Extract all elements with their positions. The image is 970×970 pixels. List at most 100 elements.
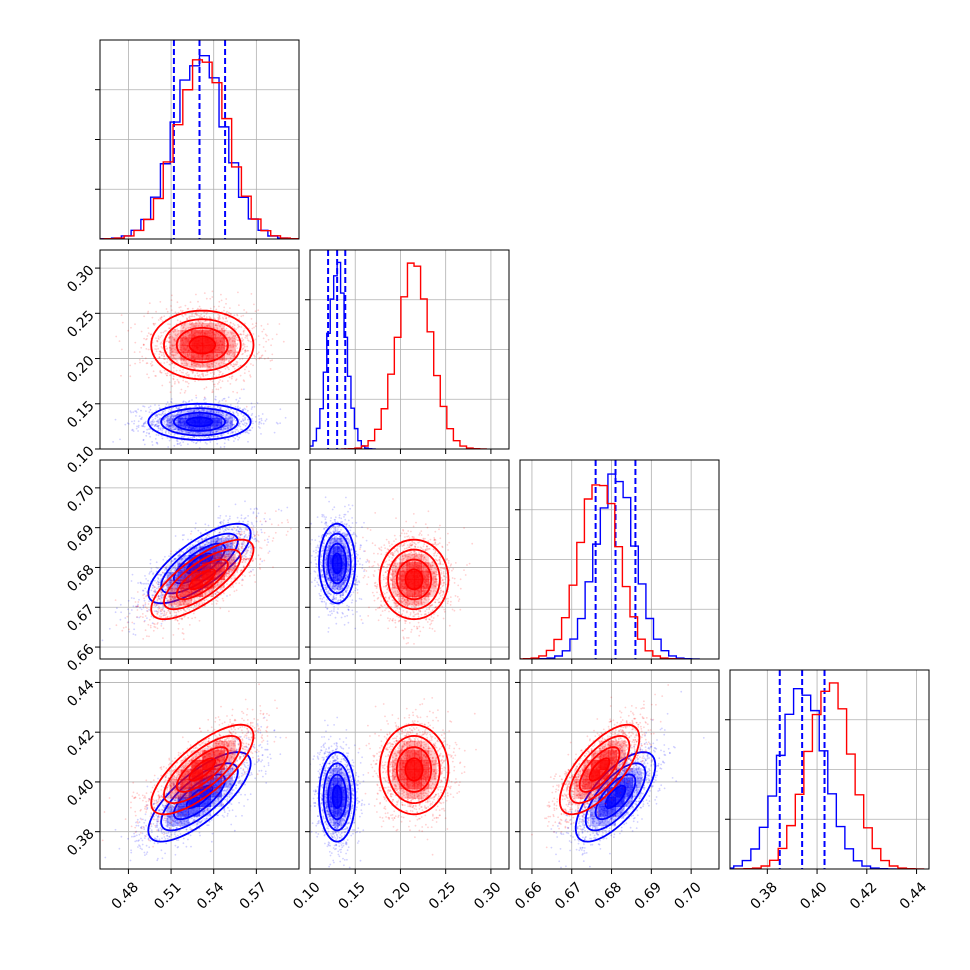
contour-series-1-level-1 xyxy=(175,558,229,601)
contour-series-0-level-2 xyxy=(322,762,352,832)
panel-frame xyxy=(309,459,510,660)
y-tick-label: 0.44 xyxy=(64,677,97,710)
contour-series-1-level-3 xyxy=(378,723,450,816)
x-tick-label: 0.20 xyxy=(381,879,414,912)
contour-series-1-level-0 xyxy=(188,757,216,782)
panel-1-0: 0.10 0.15 0.20 0.25 0.30 xyxy=(64,249,300,477)
y-tick-label: 0.66 xyxy=(64,641,97,674)
panel-content xyxy=(101,500,292,642)
contour-series-1-level-3 xyxy=(378,538,450,621)
y-tick-label: 0.30 xyxy=(64,262,97,295)
contour-series-1-level-2 xyxy=(568,734,631,805)
contour-series-1-level-2 xyxy=(387,734,441,805)
grid-lines xyxy=(520,460,719,659)
panel-content xyxy=(310,496,474,645)
contour-series-1-level-0 xyxy=(404,757,424,782)
y-tick-label: 0.42 xyxy=(64,727,97,760)
contour-series-0-level-1 xyxy=(172,411,227,432)
panel-2-1 xyxy=(305,459,510,664)
y-tick-label: 0.40 xyxy=(64,776,97,809)
contour-series-0-level-1 xyxy=(327,773,348,821)
contour-series-1-level-0 xyxy=(588,757,611,782)
contour-series-0-level-3 xyxy=(147,402,252,441)
y-tick-label: 0.10 xyxy=(64,443,97,476)
contour-series-1-level-2 xyxy=(163,734,242,805)
panel-0-0 xyxy=(95,39,300,244)
density-series-1 xyxy=(169,740,236,799)
panel-frame xyxy=(99,249,300,450)
contour-series-0-level-0 xyxy=(331,552,343,575)
y-tick-label: 0.69 xyxy=(64,522,97,555)
x-tick-label: 0.48 xyxy=(109,879,142,912)
x-tick-label: 0.70 xyxy=(671,879,704,912)
contour-series-1-level-0 xyxy=(188,335,216,355)
grid-lines xyxy=(309,460,509,659)
panel-content xyxy=(101,683,287,869)
x-tick-label: 0.68 xyxy=(592,879,625,912)
contour-series-1-level-0 xyxy=(188,568,216,591)
contour-series-0-level-0 xyxy=(185,416,214,428)
density-series-0 xyxy=(589,768,642,827)
contour-series-1-level-1 xyxy=(175,326,229,364)
panel-content xyxy=(310,250,487,449)
y-tick-label: 0.68 xyxy=(64,562,97,595)
histogram-series-1 xyxy=(341,262,487,449)
y-tick-label: 0.25 xyxy=(64,308,97,341)
x-tick-label: 0.44 xyxy=(897,879,930,912)
panel-content xyxy=(520,460,700,659)
density-series-1 xyxy=(169,322,236,368)
panel-3-1: 0.10 0.15 0.20 0.25 0.30 xyxy=(290,669,510,913)
panel-frame xyxy=(99,669,300,870)
contour-series-0-level-0 xyxy=(331,784,343,810)
contour-series-0-level-3 xyxy=(147,751,252,843)
contour-series-0-level-1 xyxy=(594,773,637,821)
density-series-1 xyxy=(391,740,437,799)
contour-series-1-level-1 xyxy=(175,746,229,793)
x-tick-label: 0.15 xyxy=(335,879,368,912)
contour-series-0-level-3 xyxy=(318,522,357,605)
panel-frame xyxy=(99,459,300,660)
panel-frame xyxy=(519,669,720,870)
contour-series-1-level-1 xyxy=(395,558,433,601)
contour-series-1-level-3 xyxy=(558,723,641,816)
x-tick-label: 0.30 xyxy=(471,879,504,912)
contour-series-0-level-2 xyxy=(322,532,352,595)
contour-series-1-level-2 xyxy=(387,548,441,611)
panel-content xyxy=(100,40,299,239)
histogram-series-1 xyxy=(734,682,925,869)
panel-frame xyxy=(309,669,510,870)
contour-series-0-level-3 xyxy=(318,751,357,843)
panel-3-0: 0.48 0.51 0.54 0.57 0.38 0.40 0.42 0.44 xyxy=(64,669,300,913)
panel-2-0: 0.66 0.67 0.68 0.69 0.70 xyxy=(64,459,300,675)
panel-3-2: 0.66 0.67 0.68 0.69 0.70 xyxy=(512,669,720,913)
x-tick-label: 0.54 xyxy=(194,879,227,912)
contour-series-1-level-1 xyxy=(395,746,433,793)
panel-content xyxy=(310,697,477,869)
grid-lines xyxy=(730,670,929,869)
contour-series-1-level-0 xyxy=(404,568,424,591)
contour-series-0-level-0 xyxy=(185,784,214,810)
grid-lines xyxy=(309,250,509,449)
panel-content xyxy=(112,290,299,449)
contour-series-1-level-1 xyxy=(578,746,621,793)
contour-series-0-level-1 xyxy=(327,542,348,585)
x-tick-label: 0.51 xyxy=(151,879,184,912)
y-tick-label: 0.70 xyxy=(64,482,97,515)
histogram-series-1 xyxy=(100,59,299,239)
panel-content xyxy=(531,684,705,869)
contour-series-1-level-3 xyxy=(150,723,255,816)
x-tick-label: 0.57 xyxy=(237,879,270,912)
density-series-0 xyxy=(325,537,350,590)
x-tick-label: 0.69 xyxy=(632,879,665,912)
y-tick-label: 0.38 xyxy=(64,826,97,859)
y-tick-label: 0.15 xyxy=(64,398,97,431)
x-tick-label: 0.40 xyxy=(797,879,830,912)
panel-1-1 xyxy=(305,249,510,454)
density-series-1 xyxy=(574,740,626,799)
y-tick-label: 0.67 xyxy=(64,602,97,635)
contour-series-0-level-0 xyxy=(604,784,627,810)
x-tick-label: 0.10 xyxy=(290,879,323,912)
x-tick-label: 0.67 xyxy=(552,879,585,912)
x-tick-label: 0.66 xyxy=(512,879,545,912)
